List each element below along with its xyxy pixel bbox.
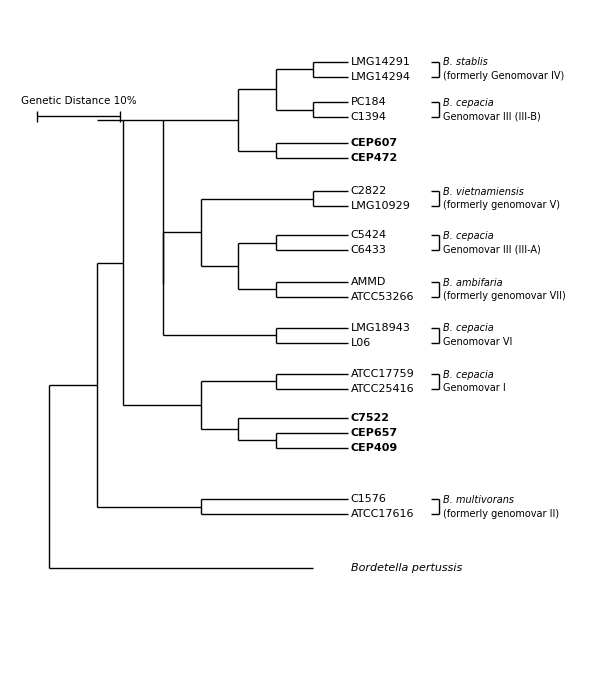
Text: AMMD: AMMD bbox=[351, 277, 386, 287]
Text: B. ambifaria: B. ambifaria bbox=[443, 278, 503, 287]
Text: C1576: C1576 bbox=[351, 494, 386, 505]
Text: C2822: C2822 bbox=[351, 186, 387, 196]
Text: LMG10929: LMG10929 bbox=[351, 201, 410, 211]
Text: CEP409: CEP409 bbox=[351, 443, 398, 452]
Text: B. cepacia: B. cepacia bbox=[443, 98, 494, 108]
Text: ATCC53266: ATCC53266 bbox=[351, 292, 414, 302]
Text: Bordetella pertussis: Bordetella pertussis bbox=[351, 562, 462, 573]
Text: CEP472: CEP472 bbox=[351, 153, 398, 164]
Text: Genomovar III (III-B): Genomovar III (III-B) bbox=[443, 112, 541, 122]
Text: Genomovar III (III-A): Genomovar III (III-A) bbox=[443, 245, 541, 255]
Text: L06: L06 bbox=[351, 338, 371, 347]
Text: ATCC25416: ATCC25416 bbox=[351, 384, 415, 394]
Text: Genomovar I: Genomovar I bbox=[443, 383, 506, 393]
Text: B. stablis: B. stablis bbox=[443, 57, 488, 68]
Text: B. vietnamiensis: B. vietnamiensis bbox=[443, 187, 524, 197]
Text: (formerly genomovar VII): (formerly genomovar VII) bbox=[443, 291, 566, 301]
Text: B. cepacia: B. cepacia bbox=[443, 231, 494, 241]
Text: LMG14294: LMG14294 bbox=[351, 72, 411, 81]
Text: C7522: C7522 bbox=[351, 413, 390, 422]
Text: ATCC17759: ATCC17759 bbox=[351, 369, 415, 379]
Text: C5424: C5424 bbox=[351, 230, 387, 240]
Text: (formerly genomovar II): (formerly genomovar II) bbox=[443, 509, 559, 519]
Text: PC184: PC184 bbox=[351, 97, 386, 107]
Text: B. cepacia: B. cepacia bbox=[443, 370, 494, 379]
Text: (formerly genomovar V): (formerly genomovar V) bbox=[443, 200, 560, 210]
Text: Genetic Distance 10%: Genetic Distance 10% bbox=[20, 96, 136, 106]
Text: Genomovar VI: Genomovar VI bbox=[443, 337, 512, 347]
Text: B. cepacia: B. cepacia bbox=[443, 323, 494, 333]
Text: ATCC17616: ATCC17616 bbox=[351, 509, 414, 519]
Text: LMG18943: LMG18943 bbox=[351, 322, 410, 333]
Text: CEP607: CEP607 bbox=[351, 139, 398, 148]
Text: (formerly Genomovar IV): (formerly Genomovar IV) bbox=[443, 71, 564, 81]
Text: LMG14291: LMG14291 bbox=[351, 56, 410, 67]
Text: B. multivorans: B. multivorans bbox=[443, 495, 514, 505]
Text: C6433: C6433 bbox=[351, 246, 386, 255]
Text: C1394: C1394 bbox=[351, 113, 387, 122]
Text: CEP657: CEP657 bbox=[351, 427, 398, 438]
